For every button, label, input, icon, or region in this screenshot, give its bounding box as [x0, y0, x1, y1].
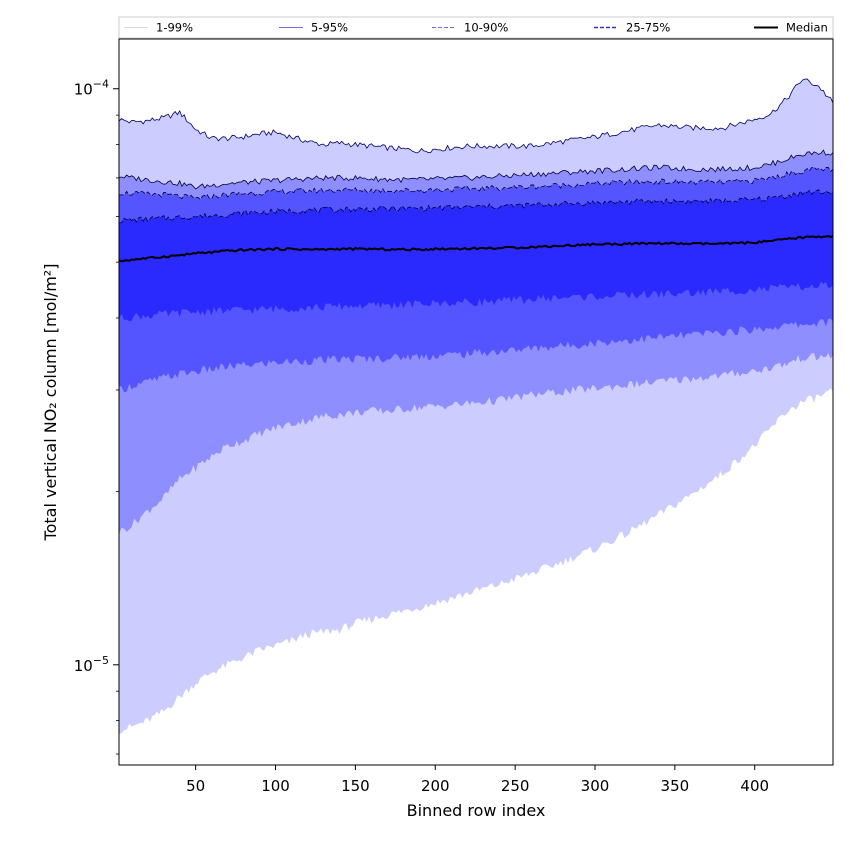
legend-box — [118, 16, 834, 39]
plot-frame — [118, 38, 834, 766]
x-tick-label: 50 — [186, 777, 205, 795]
legend-label: 5-95% — [311, 21, 348, 35]
legend-label: 10-90% — [464, 21, 508, 35]
y-tick-label: 10−4 — [74, 78, 109, 99]
band-25-75 — [119, 189, 833, 322]
y-axis-ticks: 10−5 10−4 — [74, 78, 119, 755]
band-upper-line-10-90 — [118, 166, 834, 200]
legend: 1-99% 5-95% 10-90% 25-75% Median — [118, 16, 834, 39]
band-upper-line-25-75 — [118, 189, 834, 224]
x-tick-label: 200 — [421, 777, 450, 795]
x-axis-label: Binned row index — [407, 801, 546, 820]
boundary-lines-layer — [118, 78, 834, 263]
x-tick-label: 250 — [501, 777, 530, 795]
legend-label: 1-99% — [156, 21, 193, 35]
median-line — [118, 235, 834, 263]
x-tick-label: 400 — [740, 777, 769, 795]
x-axis-ticks: 50 100 150 200 250 300 350 400 — [186, 765, 769, 795]
y-tick-label: 10−5 — [74, 654, 109, 675]
band-upper-line-1-99 — [118, 78, 834, 154]
x-tick-label: 350 — [661, 777, 690, 795]
band-upper-line-5-95 — [118, 149, 834, 190]
legend-label: Median — [786, 21, 828, 35]
x-tick-label: 300 — [581, 777, 610, 795]
x-tick-label: 100 — [261, 777, 290, 795]
legend-label: 25-75% — [626, 21, 670, 35]
x-tick-label: 150 — [341, 777, 370, 795]
y-axis-label: Total vertical NO₂ column [mol/m²] — [41, 264, 60, 542]
